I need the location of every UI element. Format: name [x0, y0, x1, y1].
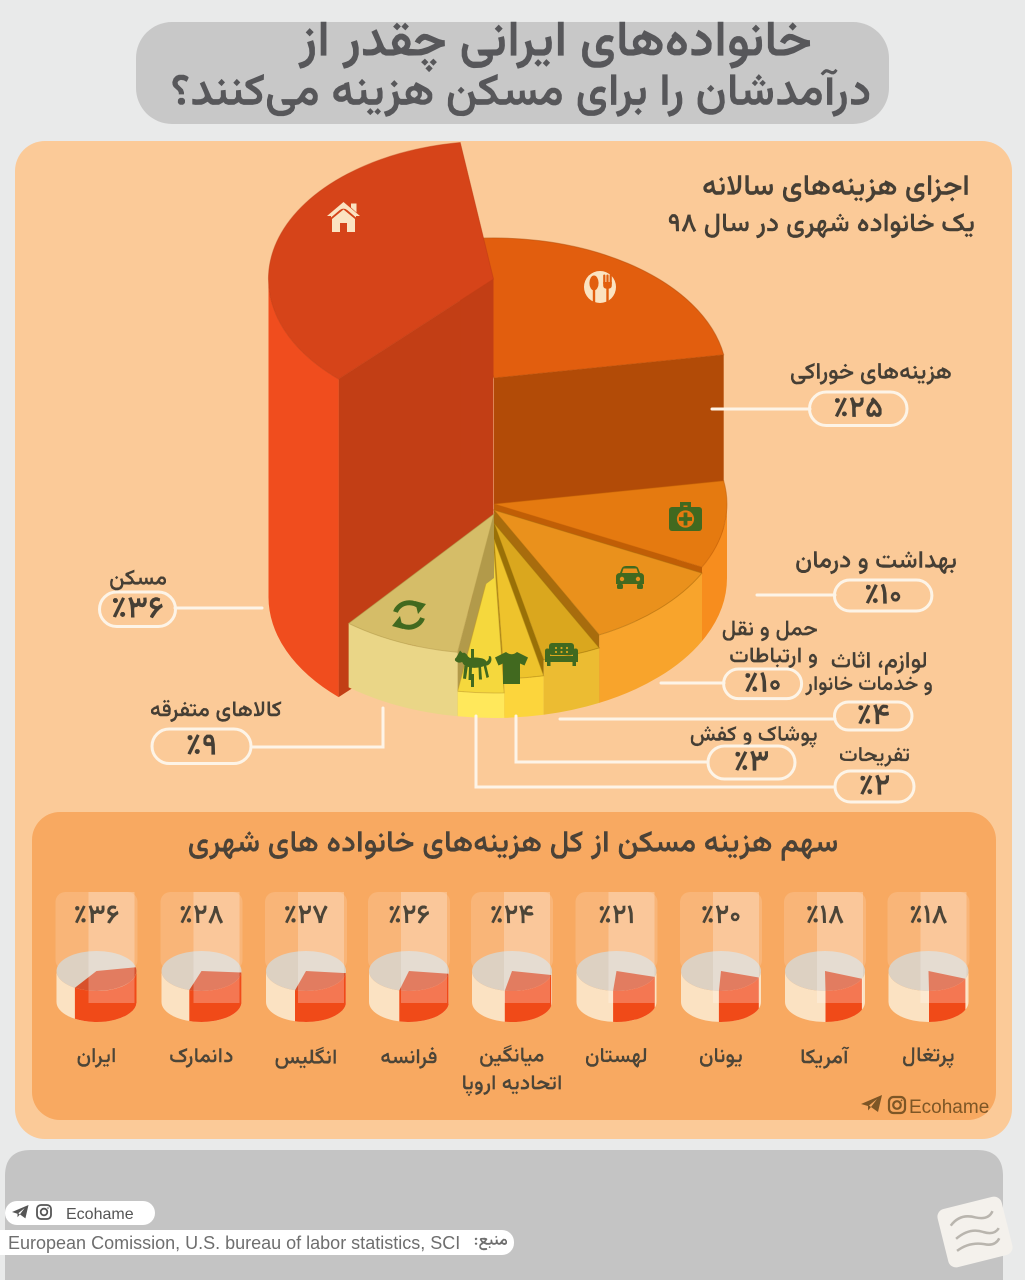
svg-text:Ecohame: Ecohame [909, 1097, 989, 1118]
svg-text:Ecohame: Ecohame [66, 1206, 134, 1223]
svg-text:European Comission, U.S. burea: European Comission, U.S. bureau of labor… [8, 1233, 460, 1253]
